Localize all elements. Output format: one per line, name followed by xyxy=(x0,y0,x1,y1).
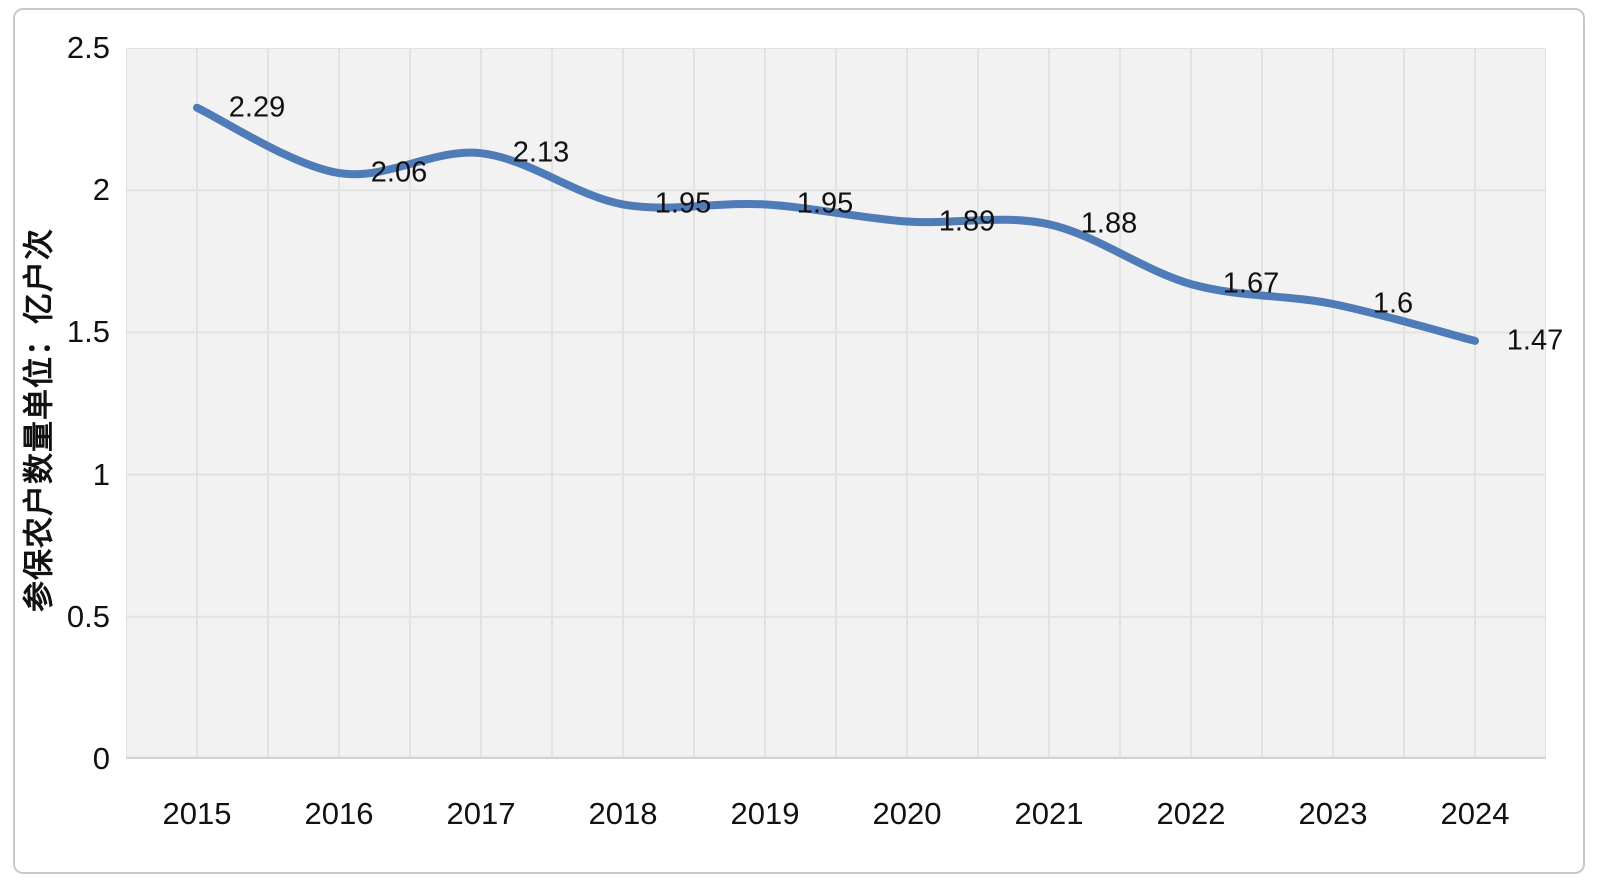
x-tick-label: 2017 xyxy=(446,796,516,831)
data-label: 2.29 xyxy=(228,91,286,124)
data-label: 1.95 xyxy=(654,187,712,220)
data-label-layer: 2.29 2.06 2.13 1.95 1.95 1.89 1.88 1.67 1.6 1.47 xyxy=(126,48,1563,759)
series-line-path xyxy=(193,103,1479,345)
data-label: 1.67 xyxy=(1222,267,1280,300)
x-tick-label: 2024 xyxy=(1440,796,1510,831)
data-label: 1.47 xyxy=(1506,324,1564,357)
data-label: 1.95 xyxy=(796,187,854,220)
x-tick-label: 2015 xyxy=(162,796,232,831)
y-tick-label: 1 xyxy=(92,456,110,492)
x-tick-label: 2022 xyxy=(1156,796,1226,831)
y-tick-label: 2.5 xyxy=(66,30,110,65)
x-tick-label: 2021 xyxy=(1014,796,1084,831)
y-tick-label: 0.5 xyxy=(66,598,110,634)
y-tick-label: 0 xyxy=(92,741,110,776)
data-label: 2.13 xyxy=(512,136,570,169)
data-label: 1.88 xyxy=(1080,207,1138,240)
data-label: 2.06 xyxy=(370,156,428,189)
plot-area: 2.29 2.06 2.13 1.95 1.95 1.89 1.88 1.67 1.6 1.47 xyxy=(126,48,1563,759)
x-tick-label: 2016 xyxy=(304,796,374,831)
x-tick-label: 2020 xyxy=(872,796,942,831)
line-chart-canvas xyxy=(126,48,1546,759)
x-tick-label: 2018 xyxy=(588,796,658,831)
y-tick-label: 1.5 xyxy=(66,314,110,350)
x-tick-label: 2019 xyxy=(730,796,800,831)
x-axis: 2015 2016 2017 2018 2019 2020 2021 2022 2023 2024 xyxy=(126,796,1546,836)
x-tick-label: 2023 xyxy=(1298,796,1368,831)
y-tick-label: 2 xyxy=(92,172,110,208)
y-axis-title: 参保农户数量单位：亿户次 xyxy=(21,228,57,612)
data-label: 1.6 xyxy=(1372,287,1414,320)
data-label: 1.89 xyxy=(938,205,996,237)
